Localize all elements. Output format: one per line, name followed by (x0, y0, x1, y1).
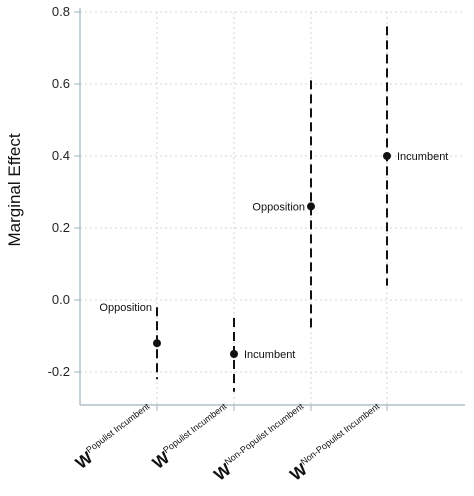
point-label: Opposition (99, 302, 152, 314)
point-label: Opposition (252, 201, 305, 213)
point-estimate (230, 350, 238, 358)
category-superscript: Populist Incumbent (161, 401, 229, 455)
y-tick-label: -0.2 (48, 364, 70, 379)
point-estimate (383, 152, 391, 160)
y-axis-label: Marginal Effect (5, 133, 24, 246)
point-label: Incumbent (397, 151, 448, 163)
x-category-label: WNon-Populist Incumbent (286, 401, 388, 485)
point-estimate (307, 202, 315, 211)
y-tick-label: 0.4 (52, 148, 70, 163)
y-tick-labels: 0.8 0.6 0.4 0.2 0.0 -0.2 (48, 4, 70, 379)
category-superscript: Non-Populist Incumbent (223, 401, 306, 467)
category-superscript: Populist Incumbent (84, 401, 152, 455)
data-marks: Opposition Incumbent Opposition Incumbent (99, 26, 448, 392)
y-tick-label: 0.2 (52, 220, 70, 235)
x-category-label: WPopulist Incumbent (71, 401, 157, 473)
axes (74, 8, 465, 411)
point-label: Incumbent (244, 349, 295, 361)
y-tick-label: 0.6 (52, 76, 70, 91)
point-estimate (153, 339, 161, 348)
y-tick-label: 0.0 (52, 292, 70, 307)
y-tick-label: 0.8 (52, 4, 70, 19)
